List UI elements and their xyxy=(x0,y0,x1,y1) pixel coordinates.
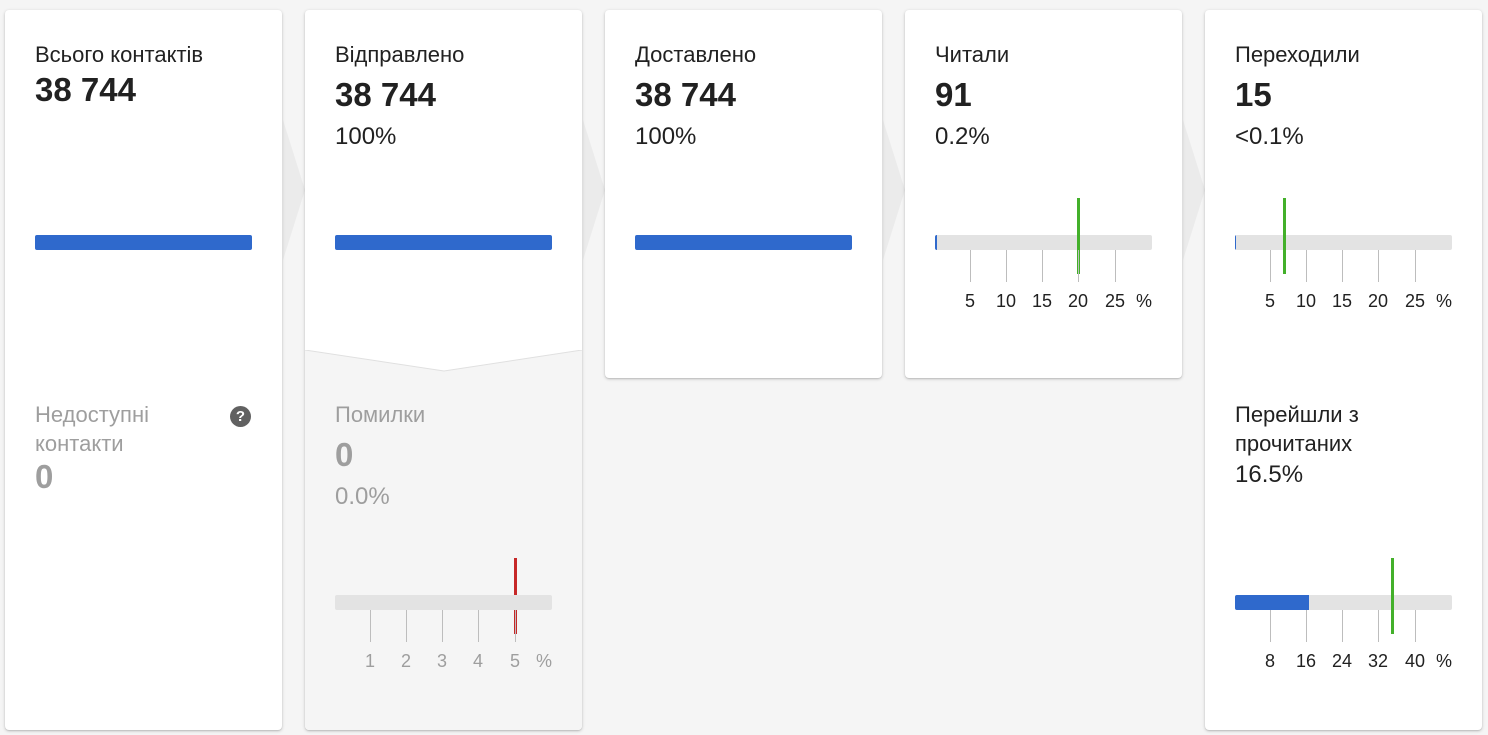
clicked-from-read-label-line1: Перейшли з xyxy=(1235,402,1359,427)
clicked-unit-label: % xyxy=(1436,291,1453,311)
clicked-tick-label: 20 xyxy=(1367,291,1389,311)
read-tick-label: 25 xyxy=(1104,291,1126,311)
chevron-divider-icon xyxy=(305,350,582,372)
read-unit-label: % xyxy=(1136,291,1153,311)
read-tick xyxy=(1078,250,1079,282)
clicked-tick xyxy=(1342,250,1343,282)
clicked-tick-label: 10 xyxy=(1295,291,1317,311)
clicked-from-read-tick xyxy=(1342,610,1343,642)
errors-unit-label: % xyxy=(536,651,553,671)
read-gauge-track xyxy=(935,235,1152,250)
read-tick-label: 10 xyxy=(995,291,1017,311)
clicked-from-read-tick xyxy=(1270,610,1271,642)
read-tick xyxy=(1115,250,1116,282)
read-card: Читали 91 0.2% 5 10 15 20 25 % xyxy=(905,10,1182,378)
read-value: 91 xyxy=(935,76,972,113)
clicked-tick-label: 25 xyxy=(1404,291,1426,311)
clicked-gauge-track xyxy=(1235,235,1452,250)
read-label: Читали xyxy=(935,42,1010,67)
errors-tick xyxy=(406,610,407,642)
errors-percent: 0.0% xyxy=(335,483,390,510)
clicked-benchmark-marker xyxy=(1283,198,1286,274)
read-tick-label: 20 xyxy=(1067,291,1089,311)
clicked-value: 15 xyxy=(1235,76,1272,113)
total-contacts-value: 38 744 xyxy=(35,71,136,108)
clicked-from-read-gauge-fill xyxy=(1235,595,1309,610)
clicked-from-read-unit-label: % xyxy=(1436,651,1453,671)
clicked-tick-label: 5 xyxy=(1264,291,1275,311)
total-contacts-bar xyxy=(35,235,252,250)
funnel-arrow-icon xyxy=(1183,120,1205,260)
read-tick xyxy=(1006,250,1007,282)
unavailable-contacts-label-line2: контакти xyxy=(35,431,124,456)
read-benchmark-marker xyxy=(1077,198,1080,274)
errors-label: Помилки xyxy=(335,402,426,427)
clicked-tick xyxy=(1270,250,1271,282)
errors-tick xyxy=(515,610,516,642)
read-tick-label: 5 xyxy=(964,291,975,311)
clicked-tick xyxy=(1306,250,1307,282)
clicked-card: Переходили 15 <0.1% 5 10 15 20 25 % Пере… xyxy=(1205,10,1482,730)
funnel-arrow-icon xyxy=(883,120,905,260)
clicked-from-read-benchmark-marker xyxy=(1391,558,1394,634)
clicked-from-read-tick-label: 40 xyxy=(1404,651,1426,671)
delivered-bar xyxy=(635,235,852,250)
read-tick xyxy=(970,250,971,282)
unavailable-contacts-value: 0 xyxy=(35,458,54,495)
clicked-from-read-tick-label: 8 xyxy=(1264,651,1275,671)
sent-card: Відправлено 38 744 100% Помилки 0 0.0% 1… xyxy=(305,10,582,730)
clicked-from-read-tick xyxy=(1415,610,1416,642)
clicked-tick-label: 15 xyxy=(1331,291,1353,311)
clicked-tick xyxy=(1378,250,1379,282)
errors-tick-label: 2 xyxy=(400,651,411,671)
errors-tick-label: 4 xyxy=(472,651,483,671)
clicked-from-read-tick-label: 16 xyxy=(1295,651,1317,671)
errors-tick-label: 3 xyxy=(436,651,447,671)
unavailable-contacts-label-line1: Недоступні xyxy=(35,402,149,427)
clicked-from-read-tick-label: 32 xyxy=(1367,651,1389,671)
sent-percent: 100% xyxy=(335,123,397,150)
sent-bar xyxy=(335,235,552,250)
delivered-value: 38 744 xyxy=(635,76,736,113)
funnel-arrow-icon xyxy=(583,120,605,260)
sent-label: Відправлено xyxy=(335,42,465,67)
clicked-from-read-tick xyxy=(1378,610,1379,642)
errors-tick xyxy=(370,610,371,642)
total-contacts-label: Всього контактів xyxy=(35,42,204,67)
question-circle-icon[interactable]: ? xyxy=(230,406,251,427)
sent-value: 38 744 xyxy=(335,76,436,113)
delivered-card: Доставлено 38 744 100% xyxy=(605,10,882,378)
clicked-label: Переходили xyxy=(1235,42,1360,67)
clicked-from-read-tick xyxy=(1306,610,1307,642)
errors-section xyxy=(305,350,582,730)
delivered-label: Доставлено xyxy=(635,42,757,67)
clicked-from-read-gauge: 8 16 24 32 40 % xyxy=(1235,558,1452,678)
clicked-gauge: 5 10 15 20 25 % xyxy=(1235,198,1452,318)
errors-value: 0 xyxy=(335,436,354,473)
read-tick xyxy=(1042,250,1043,282)
clicked-from-read-tick-label: 24 xyxy=(1331,651,1353,671)
clicked-from-read-percent: 16.5% xyxy=(1235,461,1304,488)
clicked-percent: <0.1% xyxy=(1235,123,1304,150)
errors-gauge-track xyxy=(335,595,552,610)
errors-tick-label: 5 xyxy=(509,651,520,671)
delivered-percent: 100% xyxy=(635,123,697,150)
funnel-arrow-icon xyxy=(283,120,305,260)
clicked-from-read-gauge-track xyxy=(1235,595,1452,610)
errors-tick xyxy=(442,610,443,642)
read-gauge: 5 10 15 20 25 % xyxy=(935,198,1152,318)
clicked-tick xyxy=(1415,250,1416,282)
read-gauge-fill xyxy=(935,235,937,250)
clicked-gauge-fill xyxy=(1235,235,1236,250)
read-percent: 0.2% xyxy=(935,123,990,150)
errors-tick xyxy=(478,610,479,642)
total-contacts-card: Всього контактів 38 744 Недоступні конта… xyxy=(5,10,282,730)
read-tick-label: 15 xyxy=(1031,291,1053,311)
clicked-from-read-label-line2: прочитаних xyxy=(1235,431,1353,456)
errors-gauge: 1 2 3 4 5 % xyxy=(335,558,552,678)
errors-tick-label: 1 xyxy=(364,651,375,671)
